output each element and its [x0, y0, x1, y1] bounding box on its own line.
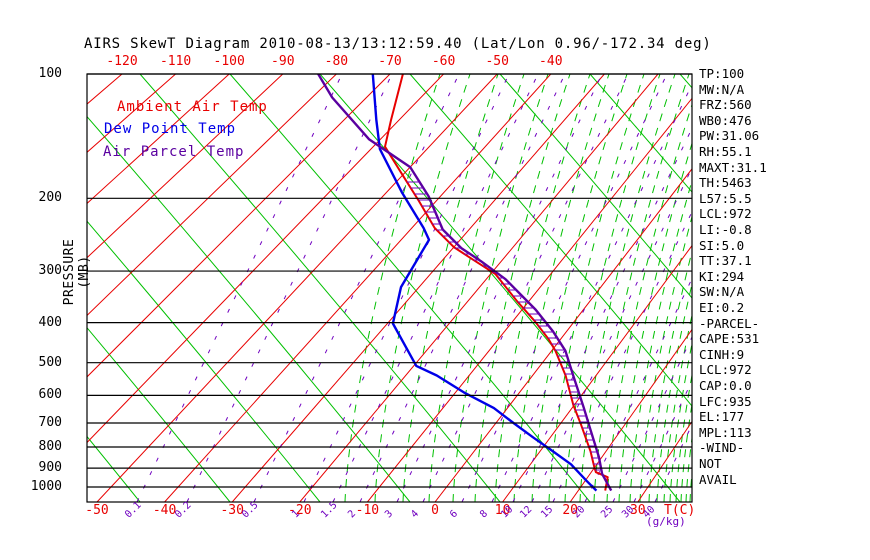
stat-line-15: EI:0.2	[699, 300, 745, 315]
stat-line-22: EL:177	[699, 409, 745, 425]
pressure-axis-label: PRESSURE (MB)	[62, 238, 92, 306]
top-temp-tick--100: -100	[213, 54, 245, 69]
pressure-tick-800: 800	[38, 438, 62, 454]
top-temp-tick--40: -40	[539, 54, 563, 69]
pressure-tick-1000: 1000	[30, 479, 62, 494]
stat-line-19: LCL:972	[699, 362, 752, 378]
pressure-tick-500: 500	[38, 354, 62, 370]
bottom-temp-tick--10: -10	[355, 503, 380, 518]
pressure-tick-700: 700	[38, 415, 62, 431]
stat-line-23: MPL:113	[699, 424, 752, 440]
bottom-temp-tick-10: 10	[494, 503, 511, 518]
stat-line-3: WB0:476	[699, 112, 752, 128]
top-temp-tick--50: -50	[485, 54, 509, 69]
stat-line-21: LFC:935	[699, 393, 752, 409]
bottom-temp-tick--30: -30	[220, 503, 244, 518]
bottom-temp-tick--20: -20	[288, 503, 312, 518]
stat-line-24: -WIND-	[699, 440, 745, 456]
top-temp-tick--70: -70	[378, 54, 402, 69]
stat-line-25: NOT	[699, 456, 722, 471]
stat-line-11: SI:5.0	[699, 237, 745, 253]
pressure-tick-200: 200	[38, 190, 62, 206]
stat-line-8: L57:5.5	[699, 190, 752, 206]
pressure-tick-600: 600	[38, 387, 62, 403]
top-temp-tick--60: -60	[431, 54, 456, 69]
stat-line-0: TP:100	[699, 66, 745, 81]
top-temp-tick--90: -90	[271, 54, 295, 69]
bottom-temp-tick-0: 0	[431, 503, 439, 518]
stat-line-17: CAPE:531	[699, 331, 760, 347]
stat-line-10: LI:-0.8	[699, 222, 752, 237]
top-temp-tick--110: -110	[159, 54, 192, 69]
pressure-tick-100: 100	[38, 66, 62, 81]
stat-line-18: CINH:9	[699, 346, 745, 362]
mixing-unit-label: (g/kg)	[646, 515, 686, 528]
pressure-tick-400: 400	[38, 314, 62, 330]
stat-line-20: CAP:0.0	[699, 378, 752, 393]
stat-line-1: MW:N/A	[699, 81, 745, 97]
bottom-temp-tick--50: -50	[85, 503, 109, 518]
stat-line-26: AVAIL	[699, 471, 737, 487]
bottom-temp-tick--40: -40	[152, 503, 177, 518]
pressure-tick-300: 300	[38, 263, 62, 279]
stat-line-6: MAXT:31.1	[699, 159, 767, 175]
stat-line-13: KI:294	[699, 268, 745, 284]
bottom-temp-tick-20: 20	[562, 503, 579, 518]
stat-line-16: -PARCEL-	[699, 315, 760, 331]
bottom-temp-tick-30: 30	[629, 503, 646, 518]
top-temp-tick--80: -80	[324, 54, 349, 69]
stat-line-12: TT:37.1	[699, 253, 752, 269]
legend-air-parcel-temp: Air Parcel Temp	[103, 144, 245, 160]
stat-line-2: FRZ:560	[699, 97, 752, 113]
pressure-tick-900: 900	[38, 460, 62, 476]
stat-line-14: SW:N/A	[699, 284, 745, 300]
stat-line-9: LCL:972	[699, 206, 752, 222]
stat-line-4: PW:31.06	[699, 128, 760, 144]
temp-unit-label: T(C)	[664, 503, 696, 518]
top-temp-tick--120: -120	[106, 54, 138, 69]
legend-ambient-air-temp: Ambient Air Temp	[117, 99, 268, 115]
stat-line-7: TH:5463	[699, 175, 752, 191]
stat-line-5: RH:55.1	[699, 144, 752, 159]
chart-title: AIRS SkewT Diagram 2010-08-13/13:12:59.4…	[84, 36, 712, 52]
legend-dew-point-temp: Dew Point Temp	[104, 121, 237, 137]
